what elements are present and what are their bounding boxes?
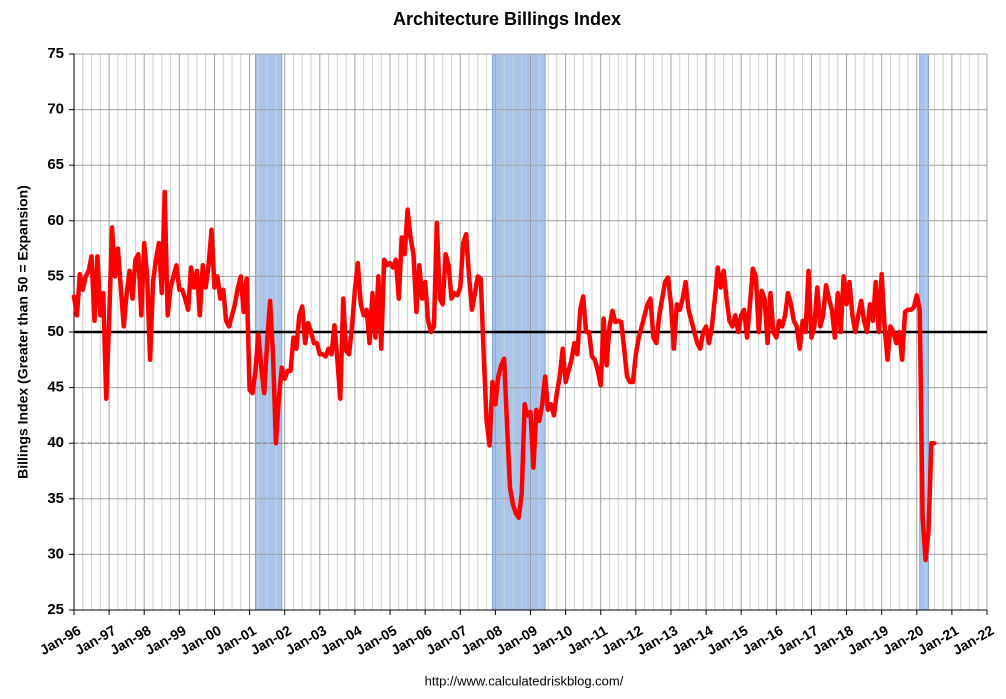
chart-title: Architecture Billings Index bbox=[393, 9, 621, 29]
y-tick-label: 30 bbox=[47, 545, 64, 562]
source: http://www.calculatedriskblog.com/ bbox=[425, 673, 624, 688]
y-tick-label: 35 bbox=[47, 490, 64, 507]
y-tick-label: 50 bbox=[47, 323, 64, 340]
y-tick-label: 40 bbox=[47, 434, 64, 451]
y-tick-label: 60 bbox=[47, 212, 64, 229]
y-tick-label: 45 bbox=[47, 379, 64, 396]
y-tick-label: 70 bbox=[47, 101, 64, 118]
y-tick-label: 65 bbox=[47, 156, 64, 173]
y-axis-label: Billings Index (Greater than 50 = Expans… bbox=[15, 185, 31, 479]
y-tick-label: 75 bbox=[47, 45, 64, 62]
data-line bbox=[71, 189, 937, 563]
y-tick-label: 25 bbox=[47, 601, 64, 618]
y-tick-label: 55 bbox=[47, 267, 64, 284]
